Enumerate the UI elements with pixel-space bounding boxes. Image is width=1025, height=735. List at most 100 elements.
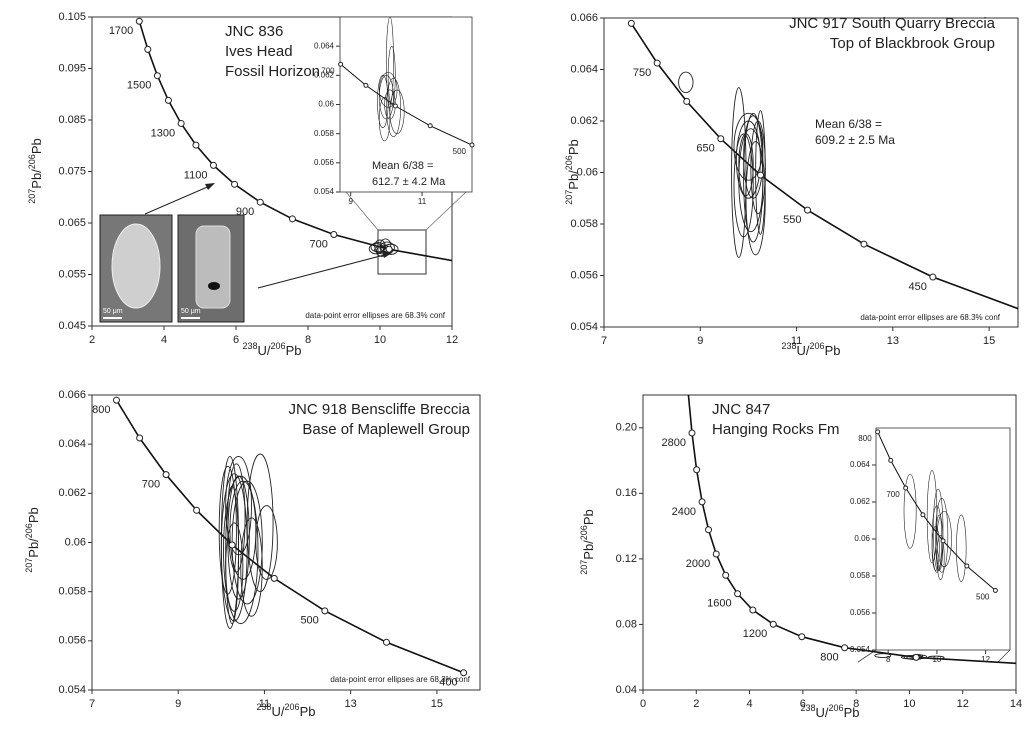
age-marker [162, 471, 170, 479]
y-tick-label: 0.058 [58, 586, 86, 598]
age-label: 400 [439, 677, 457, 689]
panel-title: Ives Head [225, 43, 293, 60]
error-ellipse [738, 133, 754, 197]
age-marker [912, 653, 920, 661]
x-tick-label: 0 [640, 698, 646, 710]
age-marker [382, 638, 390, 646]
y-tick-label: 0.20 [616, 422, 637, 434]
axis-label-part: 238 [257, 702, 272, 712]
x-tick-label: 14 [1010, 698, 1022, 710]
y-axis-label: 207Pb/206Pb [564, 139, 581, 204]
panel-title: JNC 917 South Quarry Breccia [789, 15, 996, 32]
age-label: 1300 [151, 127, 175, 139]
y-tick-label: 0.06 [577, 166, 598, 178]
y-tick-label: 0.095 [58, 62, 86, 74]
y-tick-label: 0.066 [58, 389, 86, 401]
y-tick-label: 0.064 [570, 63, 598, 75]
age-marker [693, 466, 701, 474]
age-marker [698, 498, 706, 506]
error-ellipse [956, 514, 967, 582]
error-ellipse [386, 17, 394, 105]
y-tick-label: 0.065 [58, 217, 86, 229]
y-tick-label: 0.04 [616, 684, 637, 696]
age-marker [920, 512, 926, 518]
error-ellipse [874, 653, 892, 658]
y-tick-label: 0.085 [58, 114, 86, 126]
y-tick-label: 0.064 [314, 41, 335, 50]
y-axis-label: 207Pb/206Pb [27, 138, 44, 203]
axis-label-part: 238 [243, 341, 258, 351]
age-marker [153, 72, 161, 80]
x-axis-label: 238U/206Pb [243, 341, 302, 358]
plot-frame [603, 17, 1019, 328]
y-tick-label: 0.056 [314, 158, 335, 167]
scale-label: 50 μm [181, 308, 201, 315]
error-ellipse [733, 133, 754, 238]
y-tick-label: 0.058 [314, 129, 335, 138]
age-label: 700 [886, 490, 900, 499]
y-tick-label: 0.064 [58, 438, 86, 450]
plot-frame [91, 394, 481, 691]
error-ellipse [370, 242, 386, 253]
mean-age: 609.2 ± 2.5 Ma [815, 133, 895, 147]
age-label: 500 [300, 615, 318, 627]
mean-age: 612.7 ± 4.2 Ma [372, 176, 446, 188]
age-label: 1700 [109, 25, 133, 37]
age-label: 900 [236, 206, 254, 218]
age-marker [688, 429, 696, 437]
age-marker [135, 17, 143, 25]
x-tick-label: 13 [887, 335, 899, 347]
age-marker [860, 240, 868, 248]
x-tick-label: 10 [374, 334, 386, 346]
zoom-line [425, 191, 467, 231]
age-marker [338, 61, 344, 67]
panel-title: Base of Maplewell Group [302, 421, 470, 438]
axis-label-part: 206 [285, 702, 300, 712]
age-label: 1500 [127, 80, 151, 92]
x-axis-label: 238U/206Pb [782, 341, 841, 358]
error-ellipse [731, 87, 747, 258]
age-marker [722, 571, 730, 579]
error-ellipse [377, 75, 389, 129]
error-ellipse [935, 497, 949, 573]
x-axis-label: 238U/206Pb [257, 702, 316, 719]
error-ellipse [903, 473, 917, 549]
y-axis-label: 207Pb/206Pb [24, 507, 41, 572]
axis-label-part: Pb [286, 343, 302, 358]
axis-label-part: 206 [579, 525, 589, 540]
y-tick-label: 0.054 [314, 187, 335, 196]
age-marker [270, 574, 278, 582]
age-marker [804, 206, 812, 214]
x-tick-label: 9 [175, 698, 181, 710]
scale-label: 50 μm [103, 308, 123, 315]
zircon-grain [195, 225, 231, 309]
axis-label-part: U/ [816, 705, 829, 720]
age-marker [798, 633, 806, 641]
y-tick-label: 0.054 [58, 684, 86, 696]
axis-label-part: Pb [825, 343, 841, 358]
axis-label-part: Pb/ [29, 169, 44, 189]
y-tick-label: 0.062 [570, 115, 598, 127]
x-tick-label: 8 [853, 698, 859, 710]
y-tick-label: 0.056 [58, 635, 86, 647]
age-marker [992, 587, 998, 593]
x-tick-label: 9 [348, 197, 353, 206]
age-label: 700 [309, 238, 327, 250]
y-tick-label: 0.055 [58, 268, 86, 280]
zoom-line [997, 649, 1011, 663]
y-tick-label: 0.054 [850, 645, 871, 654]
zircon-grain [111, 223, 161, 309]
x-tick-label: 11 [418, 197, 427, 206]
axis-label-part: 206 [24, 523, 34, 538]
error-ellipse [218, 465, 237, 595]
zircon-inclusion [208, 282, 220, 290]
arrow [257, 253, 389, 289]
x-tick-label: 8 [305, 334, 311, 346]
error-ellipse [383, 243, 399, 255]
age-marker [940, 538, 946, 544]
x-tick-label: 7 [601, 335, 607, 347]
age-label: 1600 [707, 598, 731, 610]
panel-title: JNC 918 Benscliffe Breccia [289, 401, 471, 418]
age-label: 2800 [661, 437, 685, 449]
age-marker [469, 142, 475, 148]
